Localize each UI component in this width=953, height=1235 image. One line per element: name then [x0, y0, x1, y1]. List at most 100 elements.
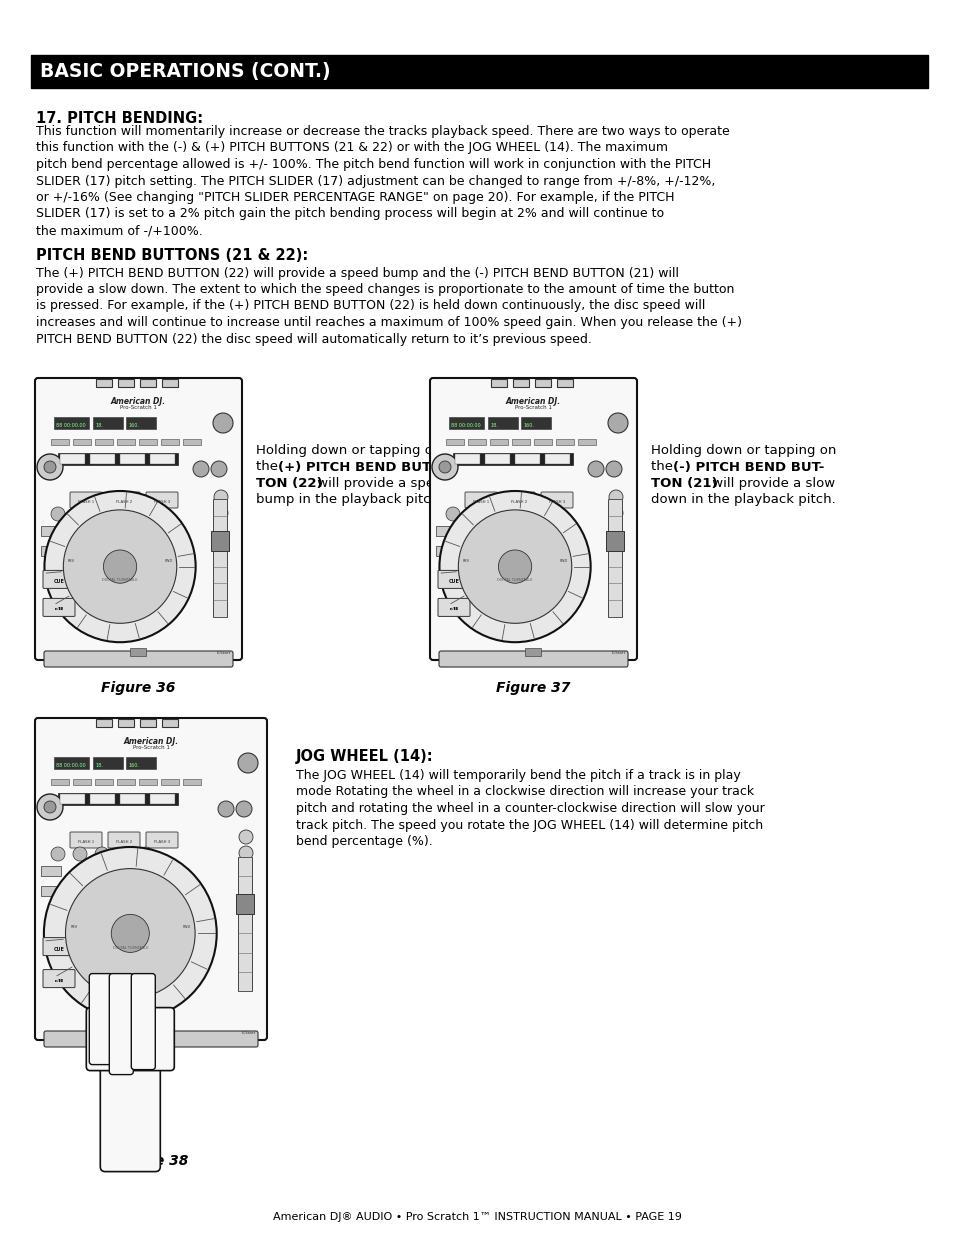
Text: E-Start: E-Start: [611, 651, 625, 655]
FancyBboxPatch shape: [43, 599, 75, 616]
Text: the maximum of -/+100%.: the maximum of -/+100%.: [36, 224, 203, 237]
Bar: [139, 438, 157, 445]
FancyBboxPatch shape: [110, 973, 133, 1074]
Circle shape: [95, 847, 109, 861]
Bar: [183, 438, 201, 445]
Circle shape: [193, 461, 209, 477]
Text: FLASH 3: FLASH 3: [153, 840, 170, 844]
Circle shape: [117, 847, 131, 861]
Circle shape: [468, 508, 481, 521]
Circle shape: [73, 847, 87, 861]
FancyBboxPatch shape: [35, 718, 267, 1040]
Text: The JOG WHEEL (14) will temporarily bend the pitch if a track is in play: The JOG WHEEL (14) will temporarily bend…: [295, 769, 740, 782]
Text: pitch and rotating the wheel in a counter-clockwise direction will slow your: pitch and rotating the wheel in a counte…: [295, 802, 764, 815]
Bar: [534, 438, 552, 445]
FancyBboxPatch shape: [108, 832, 140, 848]
Text: pitch bend percentage allowed is +/- 100%. The pitch bend function will work in : pitch bend percentage allowed is +/- 100…: [36, 158, 710, 170]
FancyBboxPatch shape: [540, 492, 573, 508]
Text: REV: REV: [71, 925, 77, 929]
Bar: [140, 379, 156, 387]
Bar: [41, 546, 61, 556]
Text: FLASH 3: FLASH 3: [548, 500, 564, 504]
Bar: [120, 794, 145, 804]
Circle shape: [235, 802, 252, 818]
FancyBboxPatch shape: [44, 651, 233, 667]
Circle shape: [44, 802, 56, 813]
Bar: [513, 379, 529, 387]
Bar: [95, 779, 112, 785]
FancyBboxPatch shape: [502, 492, 535, 508]
Text: FLASH 1: FLASH 1: [78, 840, 94, 844]
Bar: [58, 453, 178, 466]
Text: Holding down or tapping on: Holding down or tapping on: [650, 445, 836, 457]
Text: mode Rotating the wheel in a clockwise direction will increase your track: mode Rotating the wheel in a clockwise d…: [295, 785, 753, 799]
Text: ►/▮▮: ►/▮▮: [54, 978, 64, 983]
Text: E-Start: E-Start: [241, 1031, 255, 1035]
Bar: [126, 417, 156, 429]
Bar: [455, 454, 479, 464]
Text: CUE: CUE: [53, 579, 65, 584]
Text: CUE: CUE: [448, 579, 459, 584]
Text: 18.: 18.: [490, 424, 497, 429]
Text: American DJ.: American DJ.: [111, 396, 166, 406]
Circle shape: [490, 508, 503, 521]
FancyBboxPatch shape: [100, 1062, 160, 1172]
Text: TON (21): TON (21): [650, 477, 717, 490]
FancyBboxPatch shape: [108, 492, 140, 508]
Text: 18.: 18.: [95, 424, 103, 429]
FancyBboxPatch shape: [70, 492, 102, 508]
Text: American DJ.: American DJ.: [505, 396, 560, 406]
FancyBboxPatch shape: [44, 1031, 257, 1047]
Bar: [235, 894, 253, 914]
Bar: [95, 438, 112, 445]
Text: is pressed. For example, if the (+) PITCH BEND BUTTON (22) is held down continuo: is pressed. For example, if the (+) PITC…: [36, 300, 704, 312]
Text: 88 00:00.00: 88 00:00.00: [56, 424, 86, 429]
Circle shape: [439, 492, 590, 642]
Text: SLIDER (17) pitch setting. The PITCH SLIDER (17) adjustment can be changed to ra: SLIDER (17) pitch setting. The PITCH SLI…: [36, 174, 715, 188]
Text: 160.: 160.: [128, 763, 139, 768]
Bar: [524, 648, 540, 656]
Text: Figure 38: Figure 38: [113, 1153, 188, 1168]
Bar: [90, 794, 115, 804]
Text: ►/▮▮: ►/▮▮: [449, 608, 458, 611]
Bar: [183, 779, 201, 785]
Text: (-) PITCH BEND BUT-: (-) PITCH BEND BUT-: [672, 461, 823, 473]
Bar: [54, 757, 89, 769]
Bar: [96, 379, 112, 387]
Text: the: the: [255, 461, 282, 473]
Bar: [488, 417, 517, 429]
Bar: [150, 454, 174, 464]
FancyBboxPatch shape: [132, 973, 155, 1070]
Text: Figure 36: Figure 36: [101, 680, 175, 695]
Bar: [211, 531, 229, 551]
Text: REV: REV: [68, 559, 74, 563]
Text: Pro-Scratch 1: Pro-Scratch 1: [120, 405, 157, 410]
Bar: [556, 438, 574, 445]
FancyBboxPatch shape: [464, 492, 497, 508]
Circle shape: [608, 506, 622, 520]
Circle shape: [497, 550, 531, 583]
Text: Pro-Scratch 1: Pro-Scratch 1: [515, 405, 552, 410]
Text: TON (22): TON (22): [255, 477, 322, 490]
Bar: [41, 526, 61, 536]
Circle shape: [112, 914, 150, 952]
Text: FWD: FWD: [182, 925, 191, 929]
Bar: [557, 379, 573, 387]
Text: BASIC OPERATIONS (CONT.): BASIC OPERATIONS (CONT.): [40, 62, 331, 82]
Bar: [41, 866, 61, 876]
Text: FLASH 2: FLASH 2: [115, 500, 132, 504]
Text: JOG WHEEL (14):: JOG WHEEL (14):: [295, 748, 434, 764]
Text: Holding down or tapping on: Holding down or tapping on: [255, 445, 441, 457]
Bar: [140, 719, 156, 727]
Bar: [118, 379, 133, 387]
Circle shape: [237, 753, 257, 773]
Text: 160.: 160.: [522, 424, 534, 429]
Bar: [491, 379, 506, 387]
Bar: [90, 454, 115, 464]
Circle shape: [534, 508, 547, 521]
Text: FLASH 1: FLASH 1: [473, 500, 489, 504]
FancyBboxPatch shape: [146, 492, 178, 508]
Bar: [143, 1028, 159, 1036]
Circle shape: [45, 492, 195, 642]
FancyBboxPatch shape: [43, 937, 75, 956]
